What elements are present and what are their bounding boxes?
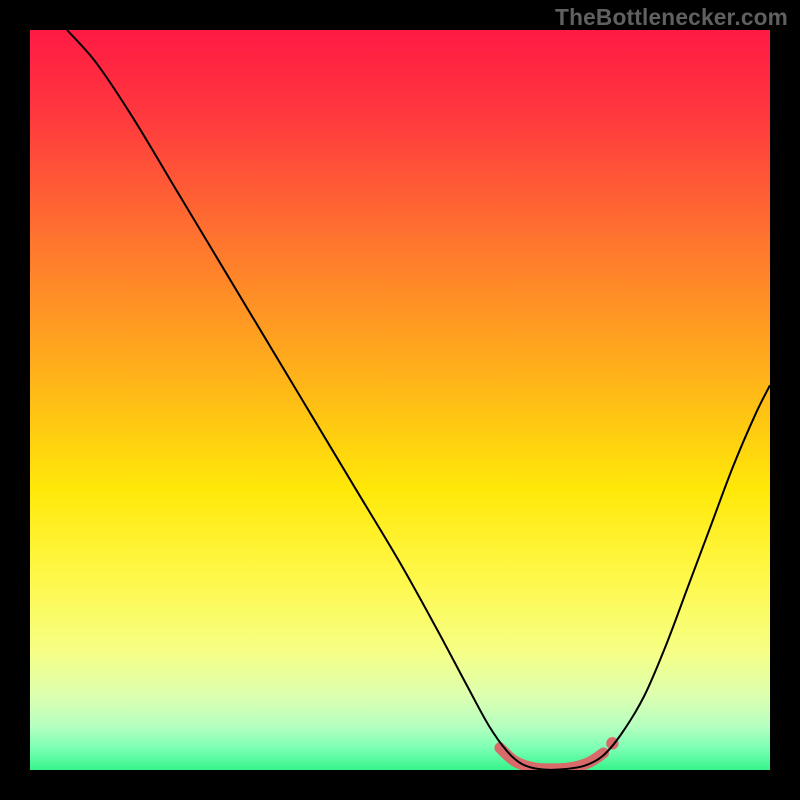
bottleneck-chart: TheBottlenecker.com xyxy=(0,0,800,800)
chart-svg xyxy=(0,0,800,800)
chart-gradient-background xyxy=(30,30,770,770)
